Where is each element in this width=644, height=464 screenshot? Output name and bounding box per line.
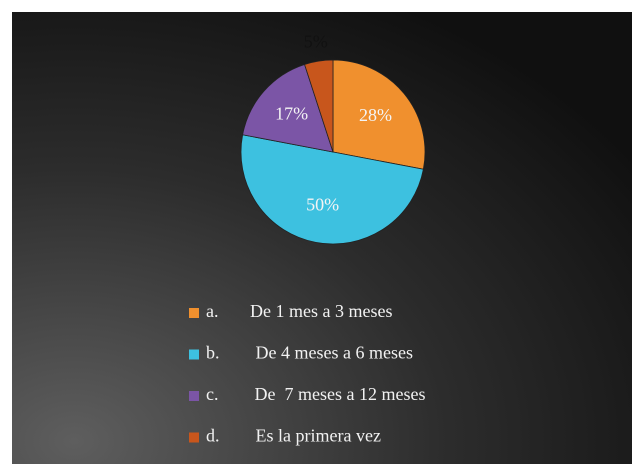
legend-marker — [189, 349, 199, 360]
pie-slice — [240, 134, 424, 245]
legend-label: b. De 4 meses a 6 meses — [206, 343, 413, 363]
data-label: 5% — [304, 31, 328, 51]
legend-label: c. De 7 meses a 12 meses — [206, 384, 425, 404]
legend-marker — [189, 308, 199, 318]
legend-marker — [189, 391, 199, 401]
pie-slice — [304, 59, 334, 153]
pie-slice — [332, 59, 426, 170]
data-label: 50% — [306, 194, 339, 214]
legend-marker — [189, 432, 199, 443]
data-label: 28% — [359, 105, 392, 125]
legend-label: a. De 1 mes a 3 meses — [206, 301, 392, 321]
pie-slice — [242, 63, 334, 153]
legend-label: d. Es la primera vez — [206, 426, 381, 446]
data-label: 17% — [275, 104, 308, 124]
